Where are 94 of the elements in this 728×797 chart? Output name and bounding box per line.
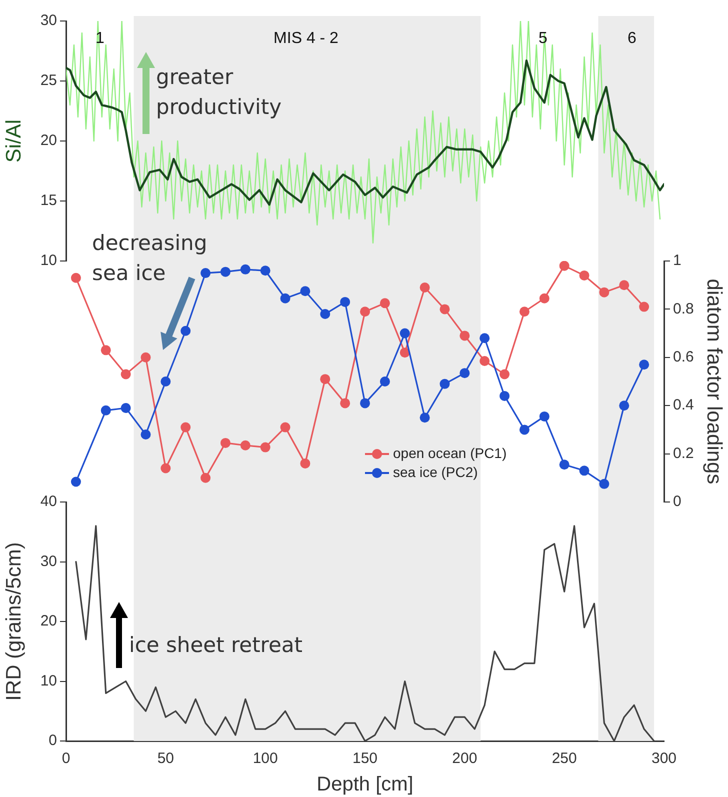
point (380, 376, 390, 386)
point (500, 390, 510, 401)
point (360, 398, 370, 408)
point (460, 368, 470, 378)
y-tick-label: 20 (40, 132, 57, 150)
point (100, 405, 111, 416)
point (120, 369, 131, 380)
legend-label: open ocean (PC1) (393, 444, 507, 463)
y2-axis-title: diatom factor loadings (702, 278, 726, 484)
annotation: ice sheet retreat (129, 632, 302, 659)
point (539, 293, 550, 304)
point (200, 472, 211, 483)
point (240, 264, 250, 274)
y-tick-label: 40 (40, 493, 57, 510)
y2-tick-label: 0 (673, 493, 682, 510)
x-tick-label: 250 (552, 750, 577, 768)
x-tick-label: 300 (651, 750, 677, 768)
point (519, 306, 530, 317)
annotation: decreasing sea ice (92, 230, 208, 288)
y2-tick-label: 0.8 (673, 300, 694, 318)
point (280, 293, 290, 304)
point (260, 266, 270, 276)
point (619, 400, 630, 411)
point (180, 422, 191, 432)
point (320, 374, 330, 384)
x-tick-label: 100 (252, 750, 278, 768)
point (639, 302, 650, 312)
point (340, 398, 350, 408)
point (120, 403, 131, 414)
y2-tick-label: 0.6 (673, 348, 694, 366)
point (579, 270, 590, 280)
y-tick-label: 15 (40, 192, 57, 210)
point (70, 272, 81, 283)
legend-label: sea ice (PC2) (393, 463, 478, 482)
point (579, 466, 590, 476)
y2-tick-label: 1 (673, 252, 682, 270)
y-tick-label: 20 (40, 612, 57, 630)
x-tick-label: 150 (352, 750, 378, 768)
x-tick-label: 200 (452, 750, 478, 768)
point (340, 296, 350, 307)
point (140, 430, 151, 440)
y2-tick-label: 0.4 (673, 396, 694, 414)
point (559, 261, 570, 271)
y-tick-label: 10 (40, 672, 57, 690)
annotation: 1 (96, 29, 104, 49)
x-tick-label: 0 (62, 750, 70, 768)
point (480, 356, 490, 366)
point (260, 442, 270, 452)
point (100, 345, 111, 356)
point (220, 266, 230, 277)
point (320, 309, 330, 320)
x-tick-label: 50 (157, 750, 174, 768)
point (559, 460, 570, 470)
y-tick-label: 30 (40, 12, 57, 30)
point (360, 306, 370, 317)
point (380, 298, 390, 308)
y-axis-title: Si/Al (2, 119, 26, 163)
y-axis-title: IRD (grains/5cm) (2, 542, 26, 701)
y-tick-label: 10 (40, 252, 57, 270)
point (440, 304, 450, 314)
x-axis-title: Depth [cm] (316, 774, 414, 796)
point (240, 440, 250, 450)
point (220, 438, 230, 448)
point (70, 476, 81, 487)
point (300, 458, 310, 468)
point (639, 360, 650, 370)
point (500, 369, 510, 380)
point (440, 378, 450, 389)
y-tick-label: 0 (48, 732, 57, 750)
y-tick-label: 30 (40, 552, 57, 570)
y-tick-label: 25 (40, 72, 57, 90)
point (599, 287, 610, 298)
point (160, 463, 171, 474)
point (420, 412, 430, 423)
point (400, 328, 410, 338)
point (460, 330, 470, 341)
point (519, 424, 530, 435)
y2-tick-label: 0.2 (673, 444, 694, 462)
point (160, 376, 171, 386)
annotation: greater productivity (156, 64, 283, 122)
point (420, 282, 430, 293)
point (300, 286, 310, 296)
annotation: 5 (538, 29, 548, 49)
point (480, 333, 490, 344)
annotation: 6 (628, 29, 636, 49)
annotation: MIS 4 - 2 (274, 29, 338, 49)
point (599, 478, 610, 489)
point (280, 422, 290, 432)
point (619, 280, 630, 290)
point (180, 326, 191, 336)
point (539, 411, 550, 422)
point (200, 268, 211, 278)
point (140, 352, 151, 362)
point (400, 348, 410, 358)
